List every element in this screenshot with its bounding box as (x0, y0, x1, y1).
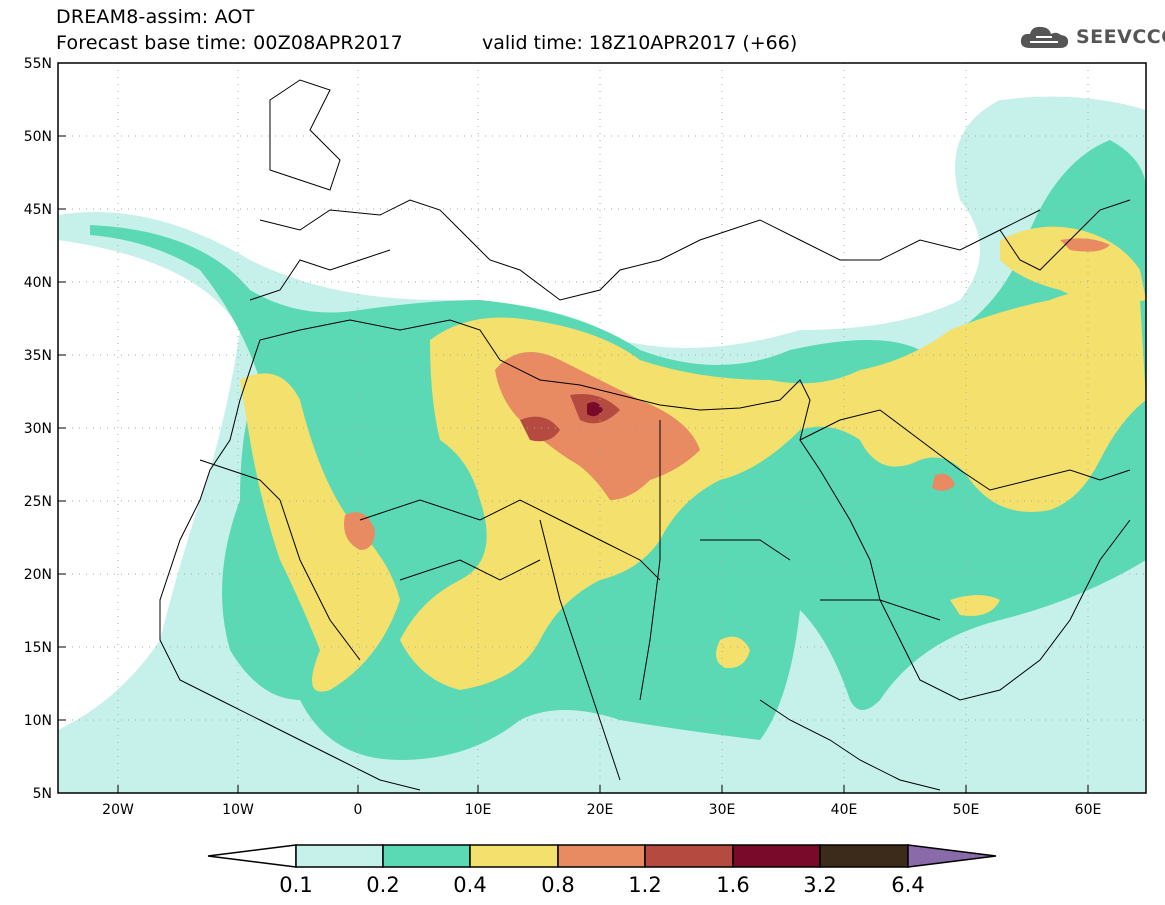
map-ticks (58, 62, 1089, 794)
lat-label: 25N (24, 494, 52, 510)
legend-label: 0.4 (453, 873, 486, 897)
lat-label: 30N (24, 421, 52, 437)
logo-text: SEEVCCC (1076, 26, 1165, 48)
coastlines (159, 79, 1131, 791)
map-gridlines (58, 63, 1146, 793)
legend-swatch (732, 844, 821, 868)
lon-label: 10E (465, 802, 492, 818)
legend-label: 3.2 (803, 873, 836, 897)
legend-swatch (819, 844, 909, 868)
lat-label: 5N (33, 786, 52, 802)
legend-label: 0.1 (279, 873, 312, 897)
lon-label: 50E (953, 802, 980, 818)
legend-swatch (557, 844, 646, 868)
lat-label: 35N (24, 348, 52, 364)
lat-label: 10N (24, 713, 52, 729)
lon-label: 10W (222, 802, 254, 818)
lon-label: 30E (709, 802, 736, 818)
map-title: DREAM8-assim: AOT (56, 6, 255, 28)
legend-label: 0.2 (366, 873, 399, 897)
legend-swatch (469, 844, 559, 868)
lon-label: 20E (587, 802, 614, 818)
legend-label: 0.8 (541, 873, 574, 897)
lon-label: 0 (354, 802, 363, 818)
legend-swatch (644, 844, 734, 868)
lat-label: 40N (24, 275, 52, 291)
lon-label: 60E (1075, 802, 1102, 818)
legend-swatch-below (207, 844, 297, 868)
valid-time: valid time: 18Z10APR2017 (+66) (482, 32, 798, 54)
forecast-base-time: Forecast base time: 00Z08APR2017 (56, 32, 403, 54)
legend-label: 6.4 (891, 873, 924, 897)
lon-label: 40E (831, 802, 858, 818)
lat-label: 45N (24, 202, 52, 218)
legend-swatch-above (907, 844, 997, 868)
cloud-icon (1020, 26, 1069, 48)
lat-label: 20N (24, 567, 52, 583)
lat-label: 50N (24, 129, 52, 145)
legend-label: 1.2 (628, 873, 661, 897)
seevccc-logo: SEEVCCC (1018, 22, 1165, 52)
lat-label: 15N (24, 640, 52, 656)
lat-label: 55N (24, 56, 52, 72)
legend-swatch (295, 844, 384, 868)
legend-swatch (382, 844, 471, 868)
legend-label: 1.6 (716, 873, 749, 897)
lon-label: 20W (102, 802, 134, 818)
